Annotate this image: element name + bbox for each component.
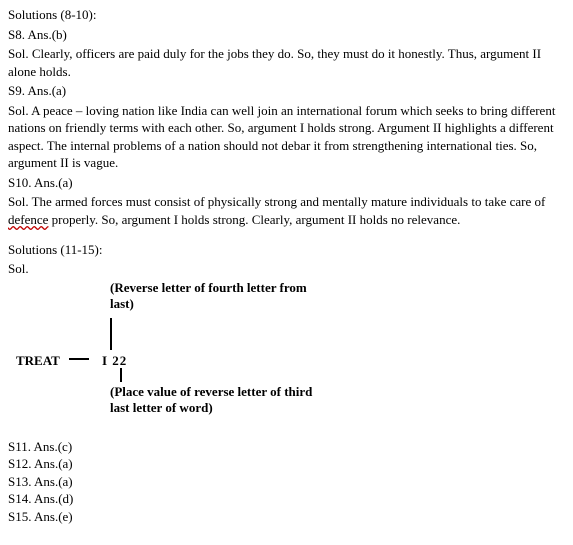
s10-sol-post: properly. So, argument I holds strong. C… <box>48 212 460 227</box>
s14-answer: S14. Ans.(d) <box>8 490 565 508</box>
s8-solution: Sol. Clearly, officers are paid duly for… <box>8 45 565 80</box>
s10-sol-squiggly: defence <box>8 212 48 227</box>
diagram-code: I 22 <box>102 352 127 370</box>
s15-answer: S15. Ans.(e) <box>8 508 565 526</box>
diagram-top-connector <box>110 318 112 350</box>
diagram-top-label: (Reverse letter of fourth letter from la… <box>110 280 310 313</box>
solution-label: Sol. <box>8 260 565 278</box>
s11-answer: S11. Ans.(c) <box>8 438 565 456</box>
answer-list: S11. Ans.(c) S12. Ans.(a) S13. Ans.(a) S… <box>8 438 565 526</box>
diagram-bottom-label: (Place value of reverse letter of third … <box>110 384 330 417</box>
s10-solution: Sol. The armed forces must consist of ph… <box>8 193 565 228</box>
s8-answer: S8. Ans.(b) <box>8 26 565 44</box>
s9-solution: Sol. A peace – loving nation like India … <box>8 102 565 172</box>
solutions-header-8-10: Solutions (8-10): <box>8 6 565 24</box>
diagram-dash <box>69 358 89 360</box>
s13-answer: S13. Ans.(a) <box>8 473 565 491</box>
s12-answer: S12. Ans.(a) <box>8 455 565 473</box>
s9-answer: S9. Ans.(a) <box>8 82 565 100</box>
s10-answer: S10. Ans.(a) <box>8 174 565 192</box>
diagram-bottom-connector <box>120 368 122 382</box>
code-diagram: (Reverse letter of fourth letter from la… <box>8 280 565 430</box>
diagram-word: TREAT <box>16 352 60 370</box>
solutions-header-11-15: Solutions (11-15): <box>8 241 565 259</box>
s10-sol-pre: Sol. The armed forces must consist of ph… <box>8 194 545 209</box>
